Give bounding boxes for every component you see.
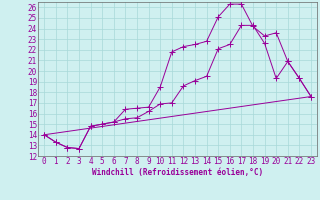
X-axis label: Windchill (Refroidissement éolien,°C): Windchill (Refroidissement éolien,°C) — [92, 168, 263, 177]
